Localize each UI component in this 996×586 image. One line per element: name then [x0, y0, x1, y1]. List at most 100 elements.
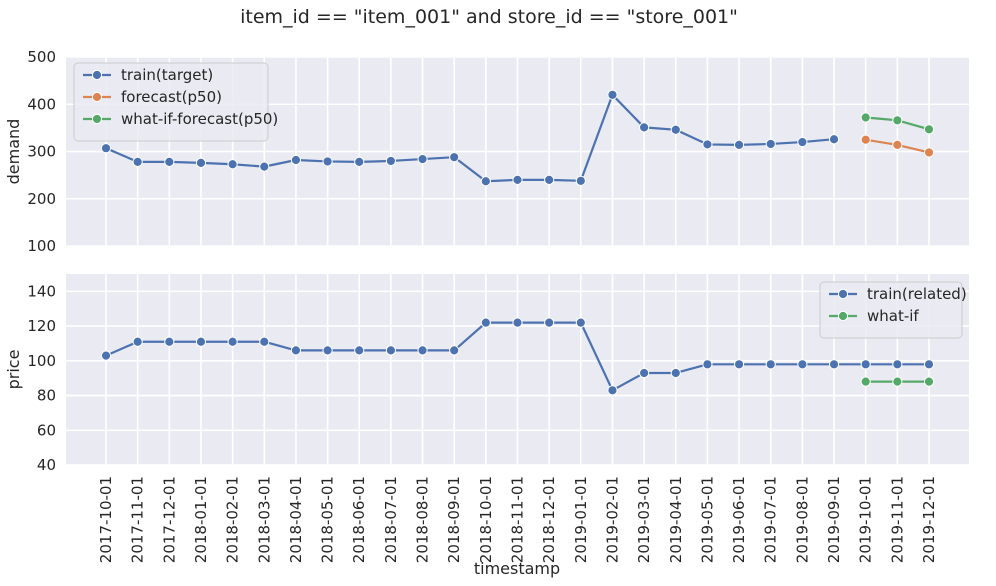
data-point [544, 317, 555, 328]
price-panel: 40 60 80 100 120 140 price train(related) what-i… [4, 274, 969, 474]
y-tick-label: 40 [37, 456, 56, 474]
series-line [105, 93, 835, 183]
legend-entry: what-if-forecast(p50) [121, 110, 278, 128]
x-tick-label: 2018-11-01 [509, 476, 527, 563]
legend: train(target) forecast(p50) what-if-foreca… [73, 62, 278, 142]
data-point [544, 174, 555, 185]
x-tick-label: 2019-07-01 [762, 476, 780, 563]
data-point [417, 345, 428, 356]
data-point [227, 336, 238, 347]
x-tick-label: 2019-09-01 [825, 476, 843, 563]
data-point [164, 336, 175, 347]
x-tick-label: 2019-01-01 [572, 476, 590, 563]
data-point [860, 134, 871, 145]
y-tick-label: 140 [27, 282, 56, 300]
data-point [290, 154, 302, 166]
x-tick-label: 2018-04-01 [287, 476, 305, 563]
y-tick-label: 500 [27, 48, 56, 66]
legend-entry: what-if [867, 307, 919, 325]
legend-marker [837, 310, 849, 322]
data-point [923, 376, 935, 387]
legend-marker [91, 91, 103, 103]
x-tick-label: 2018-07-01 [382, 476, 400, 563]
x-tick-label: 2018-03-01 [255, 476, 273, 563]
x-tick-label: 2018-02-01 [224, 476, 242, 563]
x-tick-label: 2017-12-01 [160, 476, 178, 563]
x-tick-label: 2018-06-01 [350, 476, 368, 563]
data-point [892, 139, 903, 150]
y-tick-label: 400 [27, 95, 56, 113]
data-point [923, 124, 935, 135]
legend-marker [837, 288, 849, 300]
data-point [385, 155, 396, 167]
data-point [923, 147, 935, 158]
data-point [765, 138, 776, 150]
x-tick-label: 2018-10-01 [477, 476, 495, 563]
y-tick-label: 120 [27, 317, 56, 335]
data-point [100, 350, 112, 361]
x-tick-label: 2019-08-01 [793, 476, 811, 563]
legend-entry: train(related) [867, 285, 967, 303]
y-tick-label: 300 [27, 143, 56, 161]
demand-panel: 100 200 300 400 500 demand train(target) foreca… [4, 48, 969, 255]
data-point [322, 156, 333, 167]
chart-title: item_id == "item_001" and store_id == "s… [240, 6, 738, 28]
data-point [290, 345, 302, 356]
x-tick-label: 2017-11-01 [129, 476, 147, 563]
x-tick-label: 2018-09-01 [445, 476, 463, 563]
data-point [227, 159, 238, 170]
data-point [607, 385, 618, 396]
data-point [892, 376, 903, 387]
data-point [639, 122, 650, 133]
data-point [512, 174, 523, 185]
x-tick-label: 2018-05-01 [319, 476, 337, 563]
data-point [797, 359, 808, 370]
x-tick-label: 2019-12-01 [920, 476, 938, 563]
y-tick-label: 80 [37, 387, 56, 405]
data-point [797, 136, 808, 148]
y-tick-label: 200 [27, 190, 56, 208]
y-tick-label: 60 [37, 421, 56, 439]
data-point [892, 359, 903, 370]
data-point [575, 175, 586, 186]
x-tick-label: 2019-04-01 [667, 476, 685, 563]
y-axis-label: demand [4, 119, 23, 185]
data-point [828, 359, 840, 370]
x-tick-label: 2019-06-01 [730, 476, 748, 563]
data-point [733, 359, 745, 370]
legend-marker [91, 113, 103, 125]
x-tick-label: 2018-12-01 [540, 476, 558, 563]
y-tick-label: 100 [27, 237, 56, 255]
data-point [860, 376, 871, 387]
data-point [670, 124, 681, 135]
data-point [385, 345, 396, 356]
data-point [480, 317, 491, 328]
y-axis-label: price [4, 350, 23, 390]
legend-entry: forecast(p50) [121, 88, 222, 106]
data-point [354, 345, 365, 356]
data-point [670, 367, 681, 379]
legend-box [73, 62, 269, 142]
y-tick-label: 100 [27, 352, 56, 370]
data-point [607, 89, 618, 100]
data-point [480, 176, 491, 187]
x-tick-label: 2019-02-01 [603, 476, 621, 563]
x-tick-label: 2017-10-01 [97, 476, 115, 563]
data-point [132, 156, 143, 167]
data-point [354, 156, 365, 167]
data-point [132, 336, 143, 347]
data-point [702, 359, 713, 370]
data-point [860, 112, 871, 123]
data-point [449, 345, 460, 356]
x-tick-label: 2018-08-01 [414, 476, 432, 563]
data-point [639, 367, 650, 379]
data-point [164, 156, 175, 167]
data-point [259, 161, 270, 172]
data-point [195, 336, 207, 347]
data-point [702, 139, 713, 150]
data-point [512, 317, 523, 328]
data-point [259, 336, 270, 347]
x-tick-label: 2019-10-01 [857, 476, 875, 563]
legend-box [819, 281, 963, 339]
